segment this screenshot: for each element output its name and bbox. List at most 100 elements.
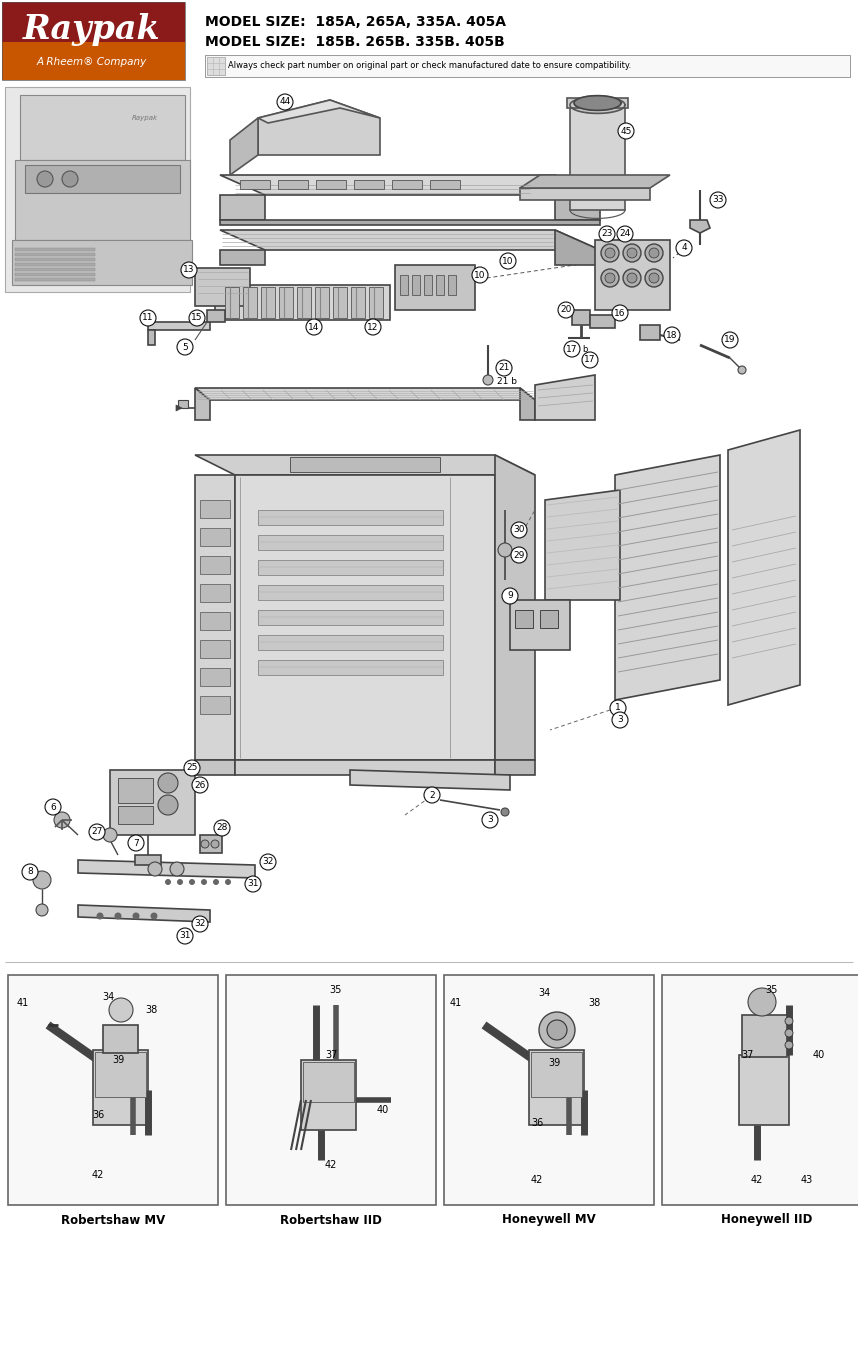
Circle shape bbox=[498, 544, 512, 557]
Circle shape bbox=[140, 310, 156, 326]
Circle shape bbox=[36, 904, 48, 917]
Text: 34: 34 bbox=[538, 988, 550, 999]
Text: 27: 27 bbox=[91, 828, 103, 836]
Circle shape bbox=[365, 320, 381, 335]
Circle shape bbox=[45, 799, 61, 816]
Circle shape bbox=[128, 835, 144, 851]
Polygon shape bbox=[230, 117, 258, 175]
Text: 33: 33 bbox=[712, 195, 724, 205]
Circle shape bbox=[96, 912, 104, 919]
Bar bbox=[301, 1060, 356, 1130]
Text: 32: 32 bbox=[263, 858, 274, 866]
Bar bbox=[240, 180, 270, 189]
Polygon shape bbox=[690, 220, 710, 234]
Polygon shape bbox=[315, 287, 329, 318]
Bar bbox=[290, 458, 440, 473]
Text: 37: 37 bbox=[325, 1050, 337, 1060]
Text: Robertshaw IID: Robertshaw IID bbox=[280, 1213, 382, 1227]
Circle shape bbox=[785, 1029, 793, 1037]
Bar bbox=[412, 275, 420, 295]
Circle shape bbox=[37, 171, 53, 187]
Polygon shape bbox=[78, 906, 210, 922]
Polygon shape bbox=[225, 287, 239, 318]
Text: 9: 9 bbox=[507, 591, 513, 601]
Circle shape bbox=[511, 546, 527, 563]
Bar bbox=[2, 1, 185, 81]
Bar bbox=[226, 975, 436, 1205]
Bar bbox=[742, 1015, 787, 1057]
Bar bbox=[103, 1024, 138, 1053]
Text: 2: 2 bbox=[429, 791, 435, 799]
Text: 26: 26 bbox=[194, 780, 206, 790]
Bar bbox=[739, 1055, 789, 1126]
Circle shape bbox=[710, 193, 726, 208]
Circle shape bbox=[623, 269, 641, 287]
Bar bbox=[2, 1, 185, 81]
Polygon shape bbox=[148, 322, 210, 331]
Text: 41: 41 bbox=[450, 999, 462, 1008]
Circle shape bbox=[150, 912, 158, 919]
Text: 42: 42 bbox=[92, 1171, 104, 1180]
Polygon shape bbox=[570, 97, 625, 113]
Bar bbox=[354, 180, 384, 189]
Text: Raypak: Raypak bbox=[23, 12, 160, 45]
Circle shape bbox=[201, 878, 207, 885]
Bar bbox=[395, 265, 475, 310]
Circle shape bbox=[245, 876, 261, 892]
Bar bbox=[436, 275, 444, 295]
Circle shape bbox=[599, 225, 615, 242]
Polygon shape bbox=[261, 287, 275, 318]
Circle shape bbox=[158, 795, 178, 816]
Circle shape bbox=[539, 1012, 575, 1048]
Bar bbox=[178, 400, 188, 408]
Polygon shape bbox=[350, 770, 510, 790]
Text: 42: 42 bbox=[531, 1175, 543, 1184]
Bar bbox=[95, 1052, 146, 1097]
Text: 35: 35 bbox=[329, 985, 342, 994]
Polygon shape bbox=[351, 287, 365, 318]
Polygon shape bbox=[520, 189, 650, 199]
Bar bbox=[531, 1052, 582, 1097]
Text: 28: 28 bbox=[216, 824, 227, 832]
Text: MODEL SIZE:  185B. 265B. 335B. 405B: MODEL SIZE: 185B. 265B. 335B. 405B bbox=[205, 36, 505, 49]
Polygon shape bbox=[220, 250, 265, 265]
Circle shape bbox=[132, 912, 140, 919]
Circle shape bbox=[277, 94, 293, 111]
Text: 21 b: 21 b bbox=[497, 377, 517, 387]
Circle shape bbox=[214, 820, 230, 836]
Circle shape bbox=[22, 865, 38, 880]
Circle shape bbox=[601, 269, 619, 287]
Circle shape bbox=[610, 699, 626, 716]
Circle shape bbox=[722, 332, 738, 348]
Bar bbox=[15, 279, 95, 281]
Polygon shape bbox=[243, 287, 257, 318]
Text: 21: 21 bbox=[498, 363, 510, 373]
Text: 7: 7 bbox=[133, 839, 139, 847]
Bar bbox=[200, 500, 230, 518]
Polygon shape bbox=[495, 455, 535, 759]
Bar bbox=[316, 180, 346, 189]
Polygon shape bbox=[15, 160, 190, 240]
Text: 12: 12 bbox=[367, 322, 378, 332]
Circle shape bbox=[177, 928, 193, 944]
Text: 11: 11 bbox=[142, 314, 154, 322]
Bar bbox=[15, 258, 95, 261]
Text: 41: 41 bbox=[17, 999, 29, 1008]
Circle shape bbox=[582, 352, 598, 367]
Circle shape bbox=[501, 809, 509, 816]
Text: 5: 5 bbox=[182, 343, 188, 351]
Bar bbox=[540, 611, 558, 628]
Bar bbox=[258, 585, 443, 600]
Text: 36: 36 bbox=[92, 1111, 104, 1120]
Polygon shape bbox=[235, 475, 495, 759]
Text: Honeywell MV: Honeywell MV bbox=[502, 1213, 595, 1227]
Circle shape bbox=[502, 587, 518, 604]
Text: 42: 42 bbox=[751, 1175, 763, 1184]
Circle shape bbox=[181, 262, 197, 279]
Text: MODEL SIZE:  185A, 265A, 335A. 405A: MODEL SIZE: 185A, 265A, 335A. 405A bbox=[205, 15, 506, 29]
Text: 43: 43 bbox=[801, 1175, 813, 1184]
Polygon shape bbox=[520, 175, 670, 189]
Bar bbox=[207, 310, 225, 322]
Bar bbox=[195, 268, 250, 306]
Text: 31: 31 bbox=[247, 880, 259, 888]
